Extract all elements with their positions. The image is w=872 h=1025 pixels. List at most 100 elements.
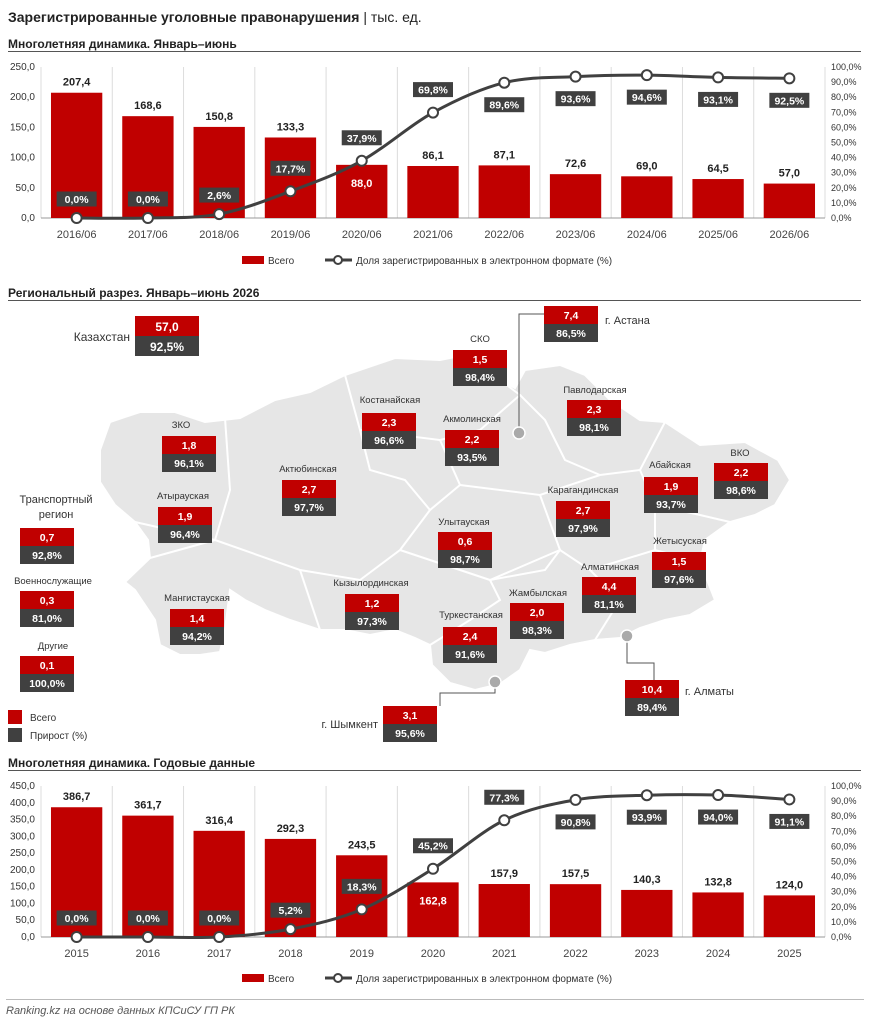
region-total-box — [20, 528, 74, 546]
region-share-box — [20, 674, 74, 692]
region-name-cont: регион — [39, 509, 74, 521]
c3-bar — [407, 882, 459, 937]
c3-share-point — [213, 931, 226, 943]
region-border — [519, 394, 666, 477]
region-total: 4,4 — [602, 581, 617, 593]
unit-text: тыс. ед. — [370, 9, 422, 25]
region-name: г. Шымкент — [322, 719, 379, 731]
c3-share-point — [498, 814, 511, 827]
c3-y2tick-label: 100,0% — [831, 781, 862, 791]
region-total-box — [556, 501, 610, 519]
c1-share-label-box — [270, 160, 311, 176]
c3-share-point — [640, 789, 653, 802]
c1-share-label: 92,5% — [774, 95, 804, 107]
c3-y2tick-label: 40,0% — [831, 872, 857, 882]
c3-bar — [763, 895, 816, 937]
c3-ytick-label: 0,0 — [21, 932, 35, 943]
c3-y2tick-label: 10,0% — [831, 917, 857, 927]
c3-share-label: 91,1% — [774, 816, 804, 828]
c1-bar — [407, 165, 459, 218]
region-share-box — [544, 324, 598, 342]
c3-y2tick-label: 30,0% — [831, 887, 857, 897]
c1-bar — [193, 126, 245, 218]
region-total: 2,4 — [463, 631, 478, 643]
c3-x-label: 2015 — [64, 948, 88, 960]
c1-share-label: 89,6% — [489, 100, 519, 112]
c1-x-label: 2021/06 — [413, 229, 453, 241]
c1-x-label: 2025/06 — [698, 229, 738, 241]
region-share: 98,4% — [465, 372, 495, 384]
region-border — [149, 417, 232, 559]
c1-share-label: 93,6% — [561, 94, 591, 106]
c1-bar-label: 168,6 — [134, 100, 162, 112]
c1-share-point — [213, 208, 226, 221]
c1-y2tick-label: 100,0% — [831, 62, 862, 72]
region-share-box — [383, 724, 437, 742]
region-total-box — [582, 577, 636, 595]
region-total: 1,5 — [473, 354, 488, 366]
c3-ytick-label: 350,0 — [10, 815, 35, 826]
region-total: 1,5 — [672, 556, 687, 568]
c3-share-label-box — [484, 789, 525, 805]
region-total-box — [383, 706, 437, 724]
section-title-1: Многолетняя динамика. Январь–июнь — [8, 37, 243, 51]
region-name: Карагандинская — [548, 485, 619, 496]
region-total: 0,3 — [40, 595, 55, 607]
region-share-box — [644, 495, 698, 513]
region-share: 91,6% — [455, 649, 485, 661]
c3-x-label: 2022 — [563, 948, 587, 960]
c1-ytick-label: 150,0 — [10, 122, 35, 133]
c3-y2tick-label: 50,0% — [831, 857, 857, 867]
c3-legend-bar-label: Всего — [268, 974, 295, 985]
region-name: Абайская — [649, 460, 691, 471]
c1-legend-bar-label: Всего — [268, 256, 295, 267]
c1-share-label-box — [626, 89, 667, 105]
region-share-box — [20, 546, 74, 564]
region-share-box — [20, 609, 74, 627]
region-total-box — [443, 627, 497, 645]
c3-share-label: 18,3% — [347, 881, 377, 893]
c3-share-label-box — [626, 809, 667, 825]
c3-share-label-box — [698, 809, 739, 825]
c3-x-label: 2017 — [207, 948, 231, 960]
c3-share-point — [783, 793, 796, 806]
region-share-box — [453, 368, 507, 386]
c3-y2tick-label: 20,0% — [831, 902, 857, 912]
c1-y2tick-label: 50,0% — [831, 138, 857, 148]
c3-share-label-box — [127, 910, 168, 926]
c1-bar-label: 150,8 — [205, 111, 233, 123]
c1-y2tick-label: 80,0% — [831, 92, 857, 102]
region-total-box — [282, 480, 336, 498]
section-title-3: Многолетняя динамика. Годовые данные — [8, 756, 262, 770]
c3-share-label: 90,8% — [561, 817, 591, 829]
c3-bar-label: 243,5 — [348, 839, 376, 851]
region-share-box — [714, 481, 768, 499]
c3-legend-bar-swatch — [242, 974, 264, 982]
c1-bar-label: 87,1 — [494, 149, 515, 161]
region-total: 2,7 — [302, 484, 317, 496]
region-share: 86,5% — [556, 328, 586, 340]
c3-y2tick-label: 60,0% — [831, 841, 857, 851]
region-share: 96,6% — [374, 435, 404, 447]
region-name: Кызылординская — [333, 578, 408, 589]
c1-share-label: 0,0% — [65, 194, 90, 206]
section-header-3: Многолетняя динамика. Годовые данные — [8, 756, 861, 771]
region-name: Жетысуская — [653, 536, 707, 547]
region-name: Алматинская — [581, 562, 639, 573]
region-share: 92,8% — [32, 550, 62, 562]
c3-share-point — [712, 789, 725, 802]
region-total: 2,7 — [576, 505, 591, 517]
c3-bar — [549, 884, 602, 937]
section-header-1: Многолетняя динамика. Январь–июнь — [8, 37, 861, 52]
c1-bar-label: 69,0 — [636, 160, 657, 172]
c3-ytick-label: 100,0 — [10, 898, 35, 909]
shymkent-marker — [488, 675, 502, 689]
region-share-box — [135, 336, 199, 356]
c1-y2tick-label: 90,0% — [831, 77, 857, 87]
c3-bar — [621, 889, 673, 937]
c3-bar-label: 157,9 — [491, 868, 519, 880]
c1-bar — [336, 164, 388, 218]
c1-ytick-label: 0,0 — [21, 213, 35, 224]
region-name: Казахстан — [74, 330, 130, 344]
c3-legend-line-marker — [333, 973, 343, 983]
